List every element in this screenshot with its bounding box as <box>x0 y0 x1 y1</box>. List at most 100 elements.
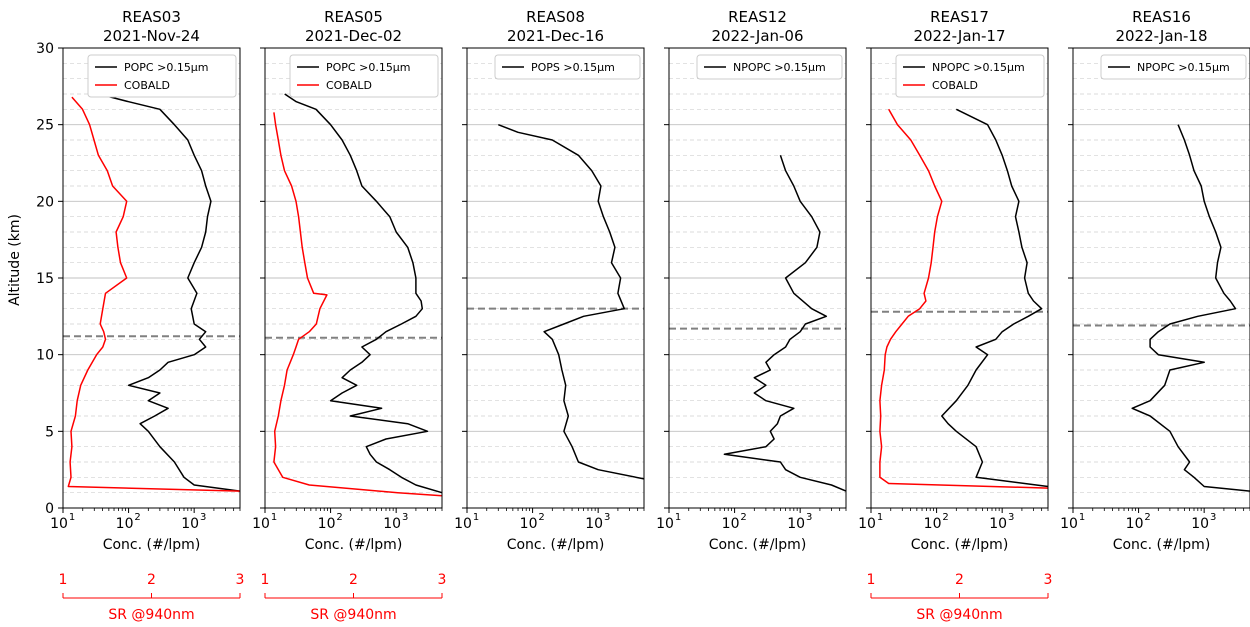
x-tick-label: 10 <box>722 516 740 532</box>
x-axis-label: Conc. (#/lpm) <box>103 537 201 553</box>
x-tick-label: 10 <box>858 516 876 532</box>
sr-axis-label: SR @940nm <box>310 607 396 623</box>
y-tick-label: 0 <box>45 501 54 517</box>
x-tick-exponent: 3 <box>604 512 610 523</box>
x-tick-exponent: 3 <box>1008 512 1014 523</box>
panel-title: REAS08 <box>526 8 585 26</box>
legend: NPOPC >0.15µm COBALD <box>895 54 1045 98</box>
legend-box <box>895 54 1045 98</box>
concentration-series-line <box>498 124 645 480</box>
legend-box <box>696 54 843 80</box>
x-tick-exponent: 1 <box>877 512 883 523</box>
x-axis-label: Conc. (#/lpm) <box>709 537 807 553</box>
sr-tick-label: 2 <box>955 572 964 588</box>
x-tick-exponent: 3 <box>1210 512 1216 523</box>
y-tick-label: 20 <box>36 194 54 210</box>
x-axis-label: Conc. (#/lpm) <box>1113 537 1211 553</box>
x-tick-label: 10 <box>924 516 942 532</box>
x-axis-label: Conc. (#/lpm) <box>507 537 605 553</box>
x-tick-exponent: 2 <box>538 512 544 523</box>
sr-tick-label: 3 <box>236 572 245 588</box>
x-tick-exponent: 1 <box>271 512 277 523</box>
legend-label: POPC >0.15µm <box>124 61 209 74</box>
sr-tick-label: 3 <box>1044 572 1053 588</box>
sr-axis: 1 2 3 SR @940nm <box>261 572 447 623</box>
x-tick-label: 10 <box>989 516 1007 532</box>
x-tick-exponent: 2 <box>740 512 746 523</box>
panel-title: REAS12 <box>728 8 787 26</box>
panel-title: REAS05 <box>324 8 383 26</box>
x-tick-label: 10 <box>787 516 805 532</box>
y-tick-label: 30 <box>36 41 54 57</box>
x-tick-exponent: 3 <box>200 512 206 523</box>
y-tick-label: 10 <box>36 348 54 364</box>
panel-date: 2021-Dec-16 <box>507 27 604 45</box>
sr-tick-label: 2 <box>147 572 156 588</box>
y-tick-label: 25 <box>36 118 54 134</box>
legend-box <box>87 54 237 98</box>
sr-axis: 1 2 3 SR @940nm <box>867 572 1053 623</box>
sr-tick-label: 1 <box>867 572 876 588</box>
x-tick-exponent: 2 <box>942 512 948 523</box>
panel-date: 2022-Jan-17 <box>913 27 1005 45</box>
legend: POPS >0.15µm <box>494 54 641 80</box>
x-tick-label: 10 <box>1191 516 1209 532</box>
sr-tick-label: 3 <box>438 572 447 588</box>
x-tick-exponent: 1 <box>473 512 479 523</box>
legend-label: COBALD <box>124 79 170 92</box>
sr-tick-label: 1 <box>59 572 68 588</box>
legend-box <box>289 54 439 98</box>
legend-label: NPOPC >0.15µm <box>733 61 826 74</box>
y-tick-label: 15 <box>36 271 54 287</box>
panel-date: 2021-Nov-24 <box>103 27 200 45</box>
concentration-series-line <box>284 93 443 494</box>
sr-tick-label: 2 <box>349 572 358 588</box>
x-tick-exponent: 2 <box>336 512 342 523</box>
legend-box <box>1100 54 1247 80</box>
x-tick-label: 10 <box>252 516 270 532</box>
x-tick-exponent: 1 <box>69 512 75 523</box>
panel-title: REAS03 <box>122 8 181 26</box>
concentration-series-line <box>98 93 241 492</box>
y-axis-label: Altitude (km) <box>7 214 23 306</box>
y-tick-label: 5 <box>45 424 54 440</box>
x-tick-label: 10 <box>585 516 603 532</box>
x-tick-label: 10 <box>1060 516 1078 532</box>
legend-label: NPOPC >0.15µm <box>1137 61 1230 74</box>
legend-label: POPC >0.15µm <box>326 61 411 74</box>
x-tick-label: 10 <box>181 516 199 532</box>
panel-date: 2022-Jan-18 <box>1115 27 1207 45</box>
sr-axis-label: SR @940nm <box>916 607 1002 623</box>
x-tick-label: 10 <box>454 516 472 532</box>
panel-date: 2022-Jan-06 <box>711 27 803 45</box>
cobald-series-line <box>67 96 241 492</box>
legend-label: COBALD <box>932 79 978 92</box>
concentration-series-line <box>941 108 1049 488</box>
x-tick-label: 10 <box>116 516 134 532</box>
cobald-series-line <box>879 108 1049 489</box>
x-tick-label: 10 <box>520 516 538 532</box>
concentration-series-line <box>1131 124 1250 492</box>
legend-label: POPS >0.15µm <box>531 61 615 74</box>
x-axis-label: Conc. (#/lpm) <box>911 537 1009 553</box>
panel-date: 2021-Dec-02 <box>305 27 402 45</box>
x-tick-exponent: 1 <box>1079 512 1085 523</box>
legend: POPC >0.15µm COBALD <box>289 54 439 98</box>
x-tick-label: 10 <box>1126 516 1144 532</box>
x-tick-label: 10 <box>50 516 68 532</box>
x-tick-exponent: 1 <box>675 512 681 523</box>
x-tick-label: 10 <box>318 516 336 532</box>
legend: NPOPC >0.15µm <box>1100 54 1247 80</box>
legend-label: COBALD <box>326 79 372 92</box>
sr-axis-label: SR @940nm <box>108 607 194 623</box>
legend-box <box>494 54 641 80</box>
panel-title: REAS16 <box>1132 8 1191 26</box>
x-tick-exponent: 3 <box>402 512 408 523</box>
x-tick-exponent: 3 <box>806 512 812 523</box>
x-tick-exponent: 2 <box>134 512 140 523</box>
